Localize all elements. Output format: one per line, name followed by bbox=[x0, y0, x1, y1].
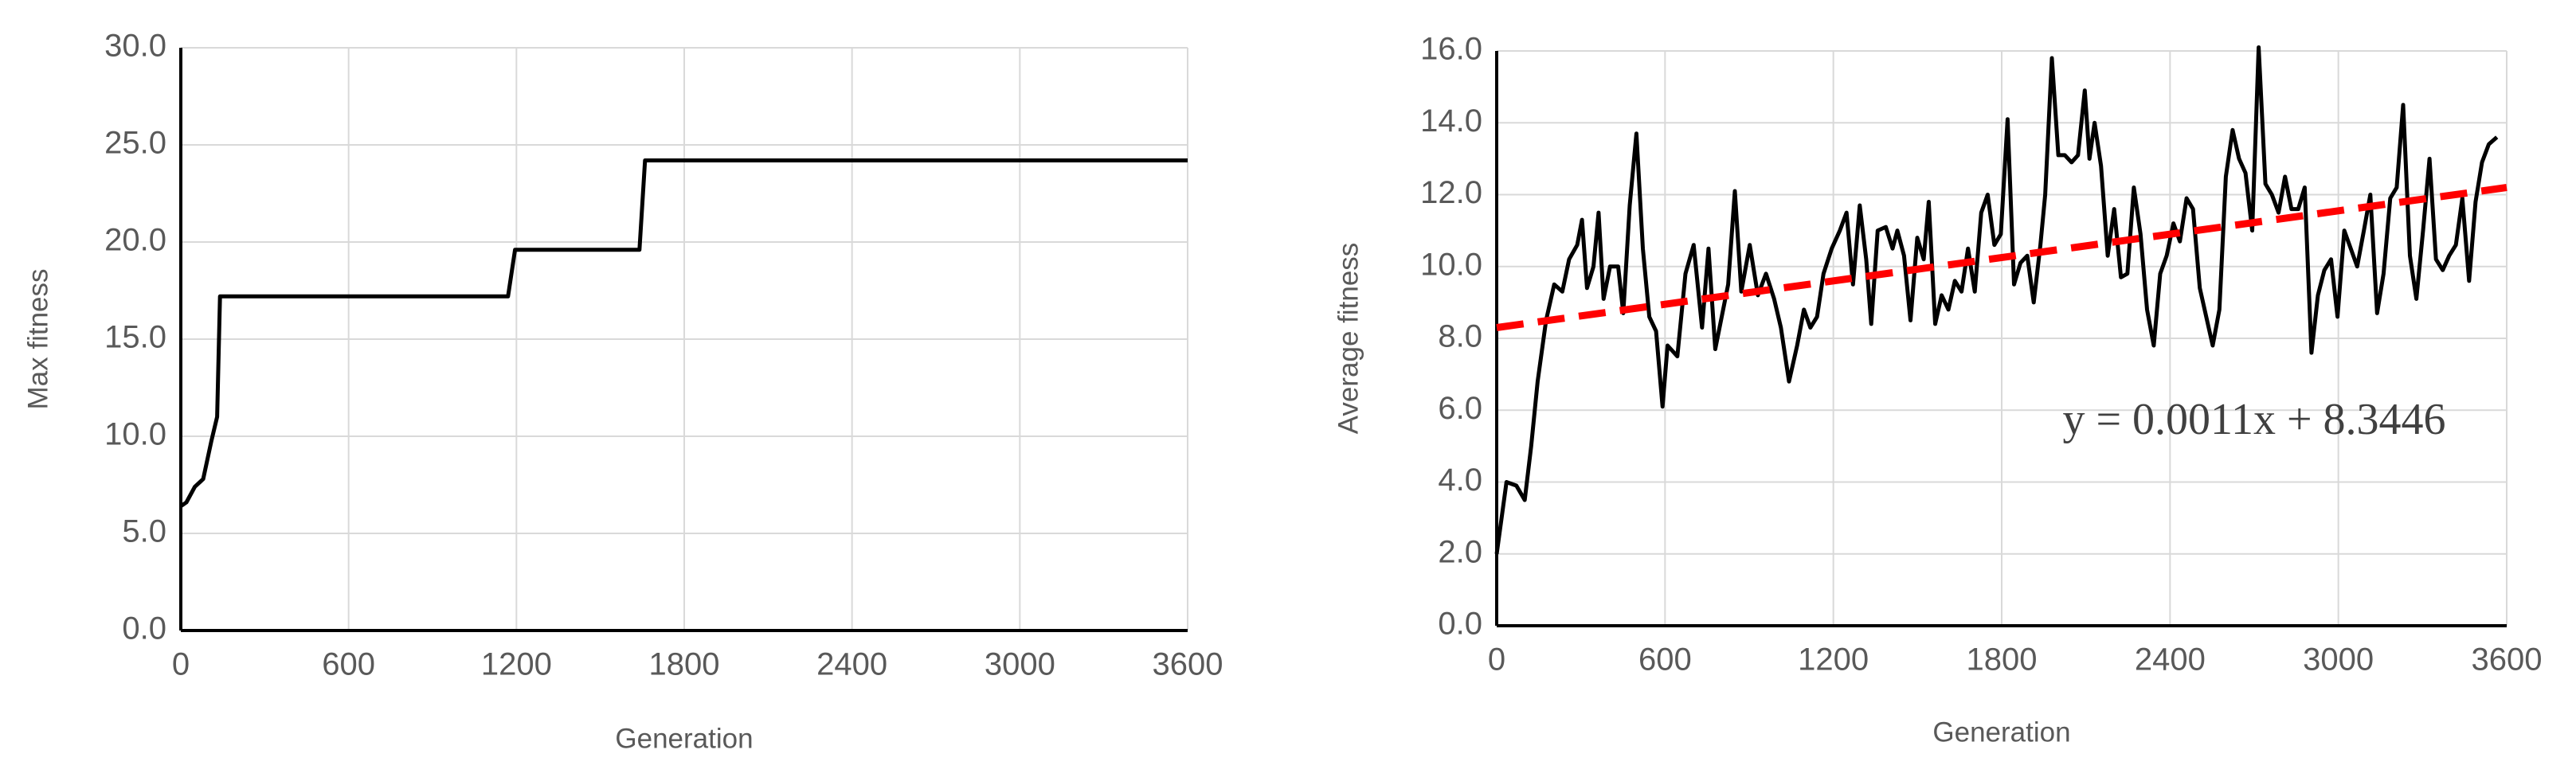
x-tick-label: 600 bbox=[322, 647, 375, 682]
y-tick-label: 5.0 bbox=[122, 514, 166, 549]
y-tick-label: 6.0 bbox=[1438, 391, 1482, 426]
x-tick-label: 1200 bbox=[1798, 642, 1869, 677]
x-tick-label: 2400 bbox=[2135, 642, 2206, 677]
y-tick-label: 2.0 bbox=[1438, 534, 1482, 569]
x-tick-label: 600 bbox=[1638, 642, 1692, 677]
y-tick-label: 12.0 bbox=[1420, 175, 1482, 210]
y-tick-label: 15.0 bbox=[104, 320, 166, 355]
y-tick-label: 0.0 bbox=[122, 611, 166, 646]
trendline bbox=[1496, 184, 2507, 331]
y-tick-label: 0.0 bbox=[1438, 607, 1482, 642]
y-tick-label: 20.0 bbox=[104, 223, 166, 258]
y-tick-label: 16.0 bbox=[1420, 32, 1482, 67]
x-tick-label: 3000 bbox=[985, 647, 1055, 682]
x-tick-label: 3000 bbox=[2303, 642, 2374, 677]
data-line bbox=[1494, 45, 2499, 555]
x-axis-title: Generation bbox=[615, 723, 753, 754]
x-tick-label: 2400 bbox=[816, 647, 887, 682]
y-axis-title: Max fitness bbox=[22, 269, 53, 410]
y-tick-label: 25.0 bbox=[104, 126, 166, 161]
x-tick-label: 1800 bbox=[649, 647, 720, 682]
y-tick-label: 30.0 bbox=[104, 29, 166, 64]
y-tick-label: 10.0 bbox=[1420, 247, 1482, 282]
y-axis-title: Average fitness bbox=[1333, 243, 1364, 435]
x-tick-label: 1800 bbox=[1967, 642, 2038, 677]
data-line bbox=[179, 158, 1188, 508]
x-tick-label: 3600 bbox=[2472, 642, 2543, 677]
x-tick-label: 1200 bbox=[481, 647, 552, 682]
y-tick-label: 10.0 bbox=[104, 417, 166, 452]
x-tick-label: 3600 bbox=[1153, 647, 1223, 682]
y-tick-label: 4.0 bbox=[1438, 463, 1482, 498]
trend-equation: y = 0.0011x + 8.3446 bbox=[2062, 395, 2445, 444]
x-tick-label: 0 bbox=[172, 647, 190, 682]
y-tick-label: 14.0 bbox=[1420, 103, 1482, 139]
y-tick-label: 8.0 bbox=[1438, 319, 1482, 354]
x-tick-label: 0 bbox=[1488, 642, 1505, 677]
x-axis-title: Generation bbox=[1932, 716, 2070, 748]
